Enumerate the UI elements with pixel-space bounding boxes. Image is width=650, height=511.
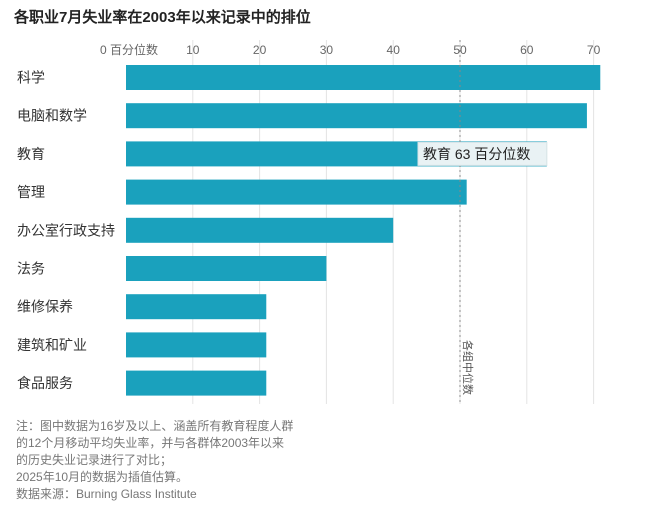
note-line: 的历史失业记录进行了对比； bbox=[16, 453, 173, 467]
category-label: 维修保养 bbox=[17, 299, 73, 315]
bar bbox=[126, 294, 267, 320]
x-tick-label: 30 bbox=[320, 43, 334, 57]
x-tick-label: 40 bbox=[387, 43, 401, 57]
category-label: 建筑和矿业 bbox=[17, 337, 87, 353]
note-line: 的12个月移动平均失业率，并与各群体2003年以来 bbox=[16, 436, 285, 450]
bar-chart: 0 百分位数 10 20 30 40 50 60 70科学电脑和数学教育管理办公室行政支持法务… bbox=[17, 40, 601, 404]
tooltip-text: 教育 63 百分位数 bbox=[423, 146, 530, 162]
x-tick-label: 60 bbox=[520, 43, 534, 57]
x-tick-label: 0 百分位数 bbox=[100, 42, 158, 57]
note-line: 2025年10月的数据为插值估算。 bbox=[16, 470, 189, 484]
note-line: 数据来源：Burning Glass Institute bbox=[16, 487, 197, 501]
note-line: 注：图中数据为16岁及以上、涵盖所有教育程度人群 bbox=[16, 419, 294, 433]
median-line-label: 各组中位数 bbox=[461, 340, 475, 395]
bar bbox=[126, 370, 267, 396]
category-label: 管理 bbox=[17, 184, 45, 200]
chart-title: 各职业7月失业率在2003年以来记录中的排位 bbox=[14, 9, 311, 26]
x-tick-label: 10 bbox=[186, 43, 200, 57]
bar bbox=[126, 332, 267, 358]
category-label: 教育 bbox=[17, 146, 45, 162]
category-label: 法务 bbox=[17, 261, 45, 277]
category-label: 办公室行政支持 bbox=[17, 222, 115, 238]
category-label: 科学 bbox=[17, 70, 45, 86]
bar bbox=[126, 217, 394, 243]
x-tick-label: 20 bbox=[253, 43, 267, 57]
category-label: 电脑和数学 bbox=[17, 108, 87, 124]
bar bbox=[126, 256, 327, 281]
category-label: 食品服务 bbox=[17, 375, 73, 391]
chart-notes: 注：图中数据为16岁及以上、涵盖所有教育程度人群 的12个月移动平均失业率，并与… bbox=[16, 418, 293, 503]
tooltip-box bbox=[417, 141, 548, 166]
bar bbox=[126, 103, 587, 129]
x-tick-label: 70 bbox=[587, 43, 601, 57]
bar bbox=[126, 179, 467, 205]
bar bbox=[126, 65, 601, 90]
